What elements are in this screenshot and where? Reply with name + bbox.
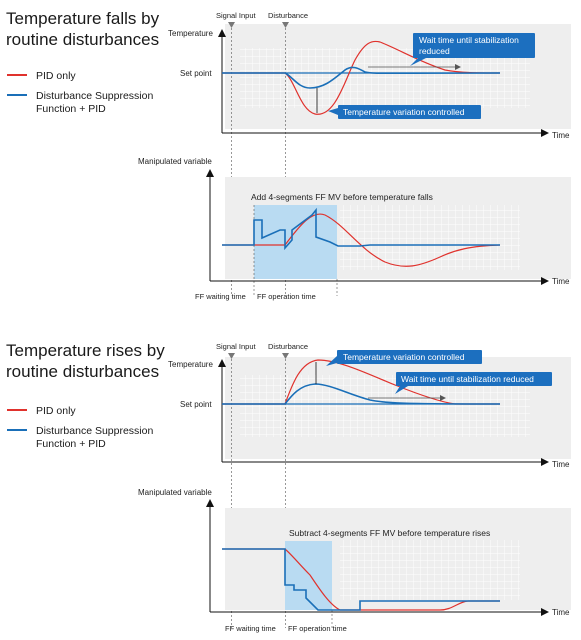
top-callout-variation: Temperature variation controlled	[328, 105, 481, 119]
bottom-title-line2: routine disturbances	[6, 362, 159, 381]
bottom-setpoint-label: Set point	[180, 400, 212, 409]
top-title-line1: Temperature falls by	[6, 9, 160, 28]
bottom-temperature-label: Temperature	[168, 360, 213, 369]
top-temperature-label: Temperature	[168, 29, 213, 38]
bottom-ff-zone	[285, 541, 332, 610]
top-title-line2: routine disturbances	[6, 30, 159, 49]
top-dsf-mv-curve	[222, 207, 500, 251]
bottom-dsf-mv-curve	[222, 548, 500, 611]
top-ff-operation-time-label: FF operation time	[257, 292, 316, 301]
top-ff-zone	[254, 205, 337, 279]
bottom-callout-wait-text: Wait time until stabilization reduced	[401, 374, 534, 384]
top-ff-waiting-time-label: FF waiting time	[195, 292, 246, 301]
bottom-callout-wait: Wait time until stabilization reduced	[395, 372, 552, 394]
top-callout-variation-text: Temperature variation controlled	[343, 107, 465, 117]
top-pid-curve	[222, 40, 501, 115]
bottom-callout-variation-text: Temperature variation controlled	[343, 352, 465, 362]
bottom-signal-marker	[228, 353, 235, 359]
legend-dsf-label-1: Disturbance Suppression	[36, 90, 153, 102]
top-setpoint-label: Set point	[180, 69, 212, 78]
top-disturbance-label: Disturbance	[268, 11, 308, 20]
bottom-ff-waiting-time-label: FF waiting time	[225, 624, 276, 633]
top-ff-note: Add 4-segments FF MV before temperature …	[251, 192, 433, 202]
top-mv-grid	[340, 205, 520, 270]
bottom-mv-grid	[340, 540, 520, 600]
top-section: Temperature falls by routine disturbance…	[6, 9, 571, 301]
bottom-time-upper-label: Time	[552, 460, 570, 469]
bottom-pid-mv-curve	[222, 548, 500, 611]
top-time-upper-label: Time	[552, 131, 570, 140]
bottom-manipulated-variable-label: Manipulated variable	[138, 488, 212, 497]
bottom-legend-dsf-label-2: Function + PID	[36, 438, 106, 450]
top-callout-wait-line1: Wait time until stabilization	[419, 35, 519, 45]
top-disturbance-marker	[282, 22, 289, 28]
top-callout-wait: Wait time until stabilization reduced	[410, 33, 535, 66]
top-signal-marker	[228, 22, 235, 28]
bottom-legend-pid-label: PID only	[36, 405, 76, 417]
bottom-signal-input-label: Signal Input	[216, 342, 257, 351]
bottom-legend-dsf-label-1: Disturbance Suppression	[36, 425, 153, 437]
top-signal-input-label: Signal Input	[216, 11, 257, 20]
bottom-title-line1: Temperature rises by	[6, 341, 165, 360]
bottom-disturbance-label: Disturbance	[268, 342, 308, 351]
bottom-ff-note: Subtract 4-segments FF MV before tempera…	[289, 528, 490, 538]
bottom-ff-operation-time-label: FF operation time	[288, 624, 347, 633]
top-manipulated-variable-label: Manipulated variable	[138, 157, 212, 166]
bottom-disturbance-marker	[282, 353, 289, 359]
bottom-callout-variation: Temperature variation controlled	[326, 350, 482, 366]
legend-dsf-label-2: Function + PID	[36, 103, 106, 115]
top-time-lower-label: Time	[552, 277, 570, 286]
legend-pid-label: PID only	[36, 70, 76, 82]
bottom-time-lower-label: Time	[552, 608, 570, 617]
bottom-dsf-curve	[222, 383, 501, 405]
top-dsf-curve	[222, 66, 501, 89]
bottom-section: Temperature rises by routine disturbance…	[6, 341, 571, 633]
top-callout-wait-line2: reduced	[419, 46, 450, 56]
